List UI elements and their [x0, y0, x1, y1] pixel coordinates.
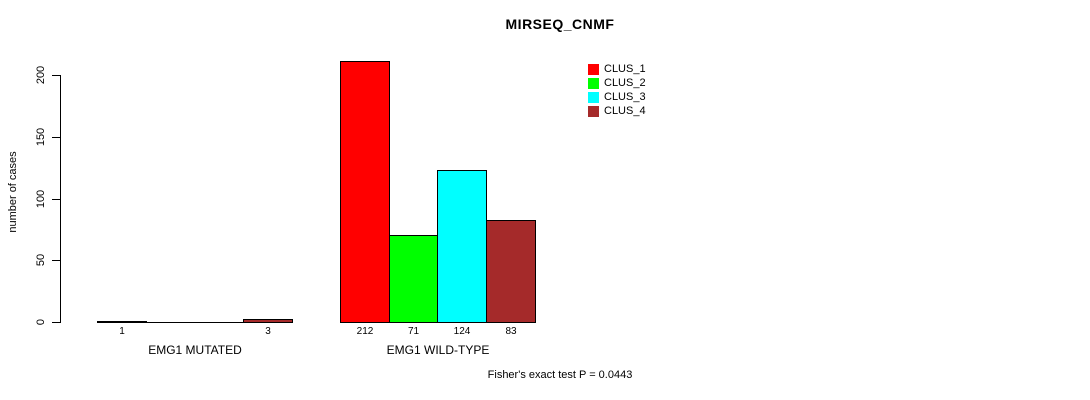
y-tick-label: 100	[35, 189, 47, 209]
legend-label: CLUS_1	[604, 63, 646, 75]
legend-label: CLUS_3	[604, 91, 646, 103]
bar-CLUS_1	[340, 61, 390, 323]
legend-item: CLUS_4	[588, 104, 646, 118]
legend-label: CLUS_4	[604, 105, 646, 117]
legend-item: CLUS_3	[588, 90, 646, 104]
legend-swatch	[588, 91, 599, 103]
bar-value-label: 124	[453, 326, 471, 337]
bar-CLUS_2	[146, 322, 195, 323]
bar-value-label: 3	[265, 326, 271, 337]
bar-CLUS_4	[486, 220, 536, 323]
legend-swatch	[588, 63, 599, 75]
bar-value-label: 83	[505, 326, 517, 337]
legend-swatch	[588, 105, 599, 117]
y-tick-mark	[52, 260, 60, 261]
legend-item: CLUS_1	[588, 62, 646, 76]
legend: CLUS_1 CLUS_2 CLUS_3 CLUS_4	[588, 62, 646, 118]
y-tick-mark	[52, 199, 60, 200]
legend-label: CLUS_2	[604, 77, 646, 89]
y-tick-label: 0	[35, 318, 47, 326]
y-tick-label: 200	[35, 65, 47, 85]
legend-item: CLUS_2	[588, 76, 646, 90]
y-tick-label: 50	[35, 253, 47, 267]
legend-swatch	[588, 77, 599, 89]
bar-CLUS_2	[389, 235, 438, 323]
chart-title: MIRSEQ_CNMF	[505, 16, 615, 32]
y-axis-line	[60, 75, 61, 323]
annotation-text: Fisher's exact test P = 0.0443	[487, 369, 633, 381]
bar-CLUS_1	[97, 321, 147, 323]
y-tick-mark	[52, 75, 60, 76]
group-label: EMG1 MUTATED	[148, 343, 242, 357]
bar-CLUS_3	[194, 322, 244, 323]
y-tick-label: 150	[35, 127, 47, 147]
y-tick-mark	[52, 322, 60, 323]
group-label: EMG1 WILD-TYPE	[386, 343, 490, 357]
bar-value-label: 212	[356, 326, 374, 337]
bar-value-label: 71	[407, 326, 420, 337]
y-axis-title: number of cases	[7, 151, 19, 233]
bar-CLUS_4	[243, 319, 293, 323]
bar-CLUS_3	[437, 170, 487, 323]
bar-value-label: 1	[119, 326, 125, 337]
y-tick-mark	[52, 137, 60, 138]
